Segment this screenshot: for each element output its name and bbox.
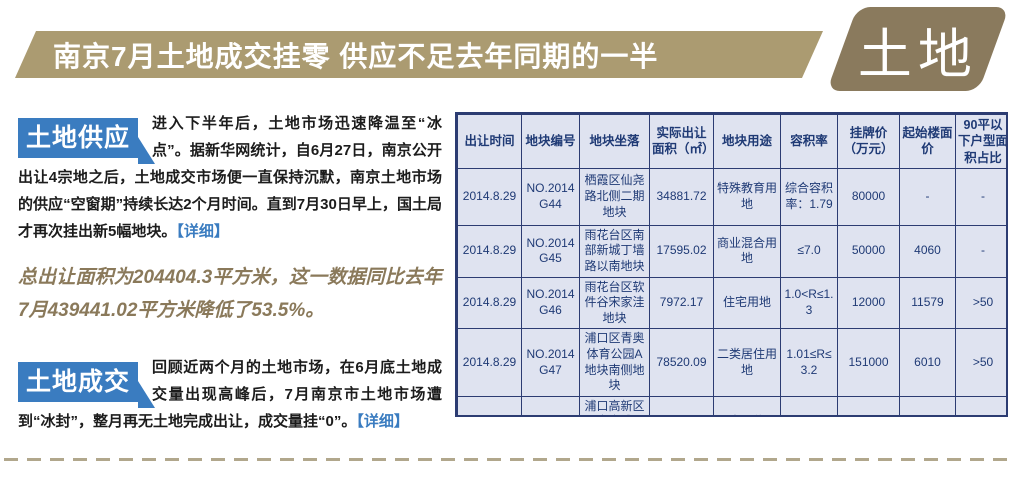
- page-title: 南京7月土地成交挂零 供应不足去年同期的一半: [53, 40, 659, 72]
- table-cell: 29200: [837, 395, 900, 415]
- table-cell: >20: [955, 395, 1006, 415]
- table-cell: 7972.17: [649, 276, 714, 330]
- table-row: 2014.8.29 NO.2014 G45 雨花台区南部新城丁墙路以南地块 17…: [457, 224, 1006, 278]
- section-land-deal: 土地成交 回顾近两个月的土地市场，在6月底土地成交量出现高峰后，7月南京市土地市…: [18, 354, 442, 435]
- table-cell: 65435.3: [649, 395, 714, 415]
- deal-paragraph: 土地成交 回顾近两个月的土地市场，在6月底土地成交量出现高峰后，7月南京市土地市…: [18, 354, 442, 435]
- supply-paragraph: 土地供应 进入下半年后，土地市场迅速降温至“冰点”。据新华网统计，自6月27日，…: [18, 110, 442, 245]
- table-cell: 50000: [837, 224, 900, 278]
- table-cell: >50: [955, 276, 1006, 330]
- table-cell: NO.2014 G46: [521, 276, 580, 330]
- table-cell: 6010: [899, 328, 956, 397]
- table-cell: 特殊教育用地: [713, 167, 781, 226]
- col-header: 容积率: [780, 114, 838, 169]
- section-land-supply: 土地供应 进入下半年后，土地市场迅速降温至“冰点”。据新华网统计，自6月27日，…: [18, 110, 442, 245]
- table-header-row: 出让时间 地块编号 地块坐落 实际出让面积（㎡） 地块用途 容积率 挂牌价（万元…: [457, 114, 1006, 169]
- col-header: 90平以下户型面积占比: [955, 114, 1006, 169]
- col-header: 出让时间: [457, 114, 522, 169]
- table-cell: 浦口高新区原南大浦口校区二期地块一: [579, 395, 650, 415]
- table-cell: 80000: [837, 167, 900, 226]
- col-header: 地块用途: [713, 114, 781, 169]
- supply-detail-link[interactable]: 【详细】: [176, 223, 229, 240]
- table-cell: 2014.8.29: [457, 276, 522, 330]
- table-cell: 栖霞区仙尧路北侧二期地块: [579, 167, 650, 226]
- table-cell: 综合容积率：1.79: [780, 167, 838, 226]
- corner-tag-label: 土地: [858, 24, 978, 85]
- table-cell: 4057: [899, 395, 956, 415]
- deal-badge-label: 土地成交: [25, 367, 130, 396]
- table-cell: NO.2014 G45: [521, 224, 580, 278]
- table-cell: NO.2014 G44: [521, 167, 580, 226]
- highlight-statement: 总出让面积为204404.3平方米，这一数据同比去年7月439441.02平方米…: [18, 267, 442, 321]
- table-row: 2014.8.29 NO.2014 G46 雨花台区软件谷宋家洼地块 7972.…: [457, 276, 1006, 330]
- table-cell: 二类居住用地: [713, 395, 781, 415]
- table-cell: 4060: [899, 224, 956, 278]
- col-header: 地块编号: [521, 114, 580, 169]
- table-cell: 17595.02: [649, 224, 714, 278]
- deal-detail-link[interactable]: 【详细】: [356, 413, 409, 430]
- table-row: 2014.8.29 NO.2014 G44 栖霞区仙尧路北侧二期地块 34881…: [457, 167, 1006, 226]
- header-banner: 南京7月土地成交挂零 供应不足去年同期的一半: [15, 31, 823, 78]
- table-cell: 二类居住用地: [713, 328, 781, 397]
- table-cell: 2014.8.29: [457, 395, 522, 415]
- col-header: 实际出让面积（㎡）: [649, 114, 714, 169]
- table-row: 2014.8.29 NO.2014 G47 浦口区青奥体育公园A地块南侧地块 7…: [457, 328, 1006, 397]
- table-cell: -: [899, 167, 956, 226]
- table-cell: 商业混合用地: [713, 224, 781, 278]
- table-cell: 11579: [899, 276, 956, 330]
- left-column: 土地供应 进入下半年后，土地市场迅速降温至“冰点”。据新华网统计，自6月27日，…: [18, 110, 442, 435]
- col-header: 挂牌价（万元）: [837, 114, 900, 169]
- supply-badge: 土地供应: [18, 118, 155, 164]
- deal-text: 回顾近两个月的土地市场，在6月底土地成交量出现高峰后，7月南京市土地市场遭到“冰…: [18, 359, 442, 430]
- table-cell: NO.2014 G48: [521, 395, 580, 415]
- table-cell: 1.01≤R≤1.1: [780, 395, 838, 415]
- supply-text: 进入下半年后，土地市场迅速降温至“冰点”。据新华网统计，自6月27日，南京公开出…: [18, 115, 442, 240]
- table-cell: 1.0<R≤1.3: [780, 276, 838, 330]
- dashed-divider: [4, 458, 1012, 461]
- table-cell: ≤7.0: [780, 224, 838, 278]
- col-header: 地块坐落: [579, 114, 650, 169]
- table-cell: 1.01≤R≤3.2: [780, 328, 838, 397]
- table-cell: 住宅用地: [713, 276, 781, 330]
- table-cell: 78520.09: [649, 328, 714, 397]
- table-cell: NO.2014 G47: [521, 328, 580, 397]
- corner-tag-land: 土地: [826, 7, 1010, 91]
- table-cell: 2014.8.29: [457, 328, 522, 397]
- col-header: 起始楼面价: [899, 114, 956, 169]
- supply-badge-label: 土地供应: [25, 123, 130, 152]
- table-cell: 12000: [837, 276, 900, 330]
- table-row: 2014.8.29 NO.2014 G48 浦口高新区原南大浦口校区二期地块一 …: [457, 395, 1006, 415]
- land-table: 出让时间 地块编号 地块坐落 实际出让面积（㎡） 地块用途 容积率 挂牌价（万元…: [455, 112, 1008, 417]
- table-cell: 151000: [837, 328, 900, 397]
- table-cell: 雨花台区软件谷宋家洼地块: [579, 276, 650, 330]
- table-cell: 2014.8.29: [457, 224, 522, 278]
- table-cell: -: [955, 224, 1006, 278]
- table-cell: 浦口区青奥体育公园A地块南侧地块: [579, 328, 650, 397]
- table-cell: 2014.8.29: [457, 167, 522, 226]
- table-cell: 雨花台区南部新城丁墙路以南地块: [579, 224, 650, 278]
- table-cell: 34881.72: [649, 167, 714, 226]
- deal-badge: 土地成交: [18, 362, 155, 408]
- table-cell: -: [955, 167, 1006, 226]
- table-cell: >50: [955, 328, 1006, 397]
